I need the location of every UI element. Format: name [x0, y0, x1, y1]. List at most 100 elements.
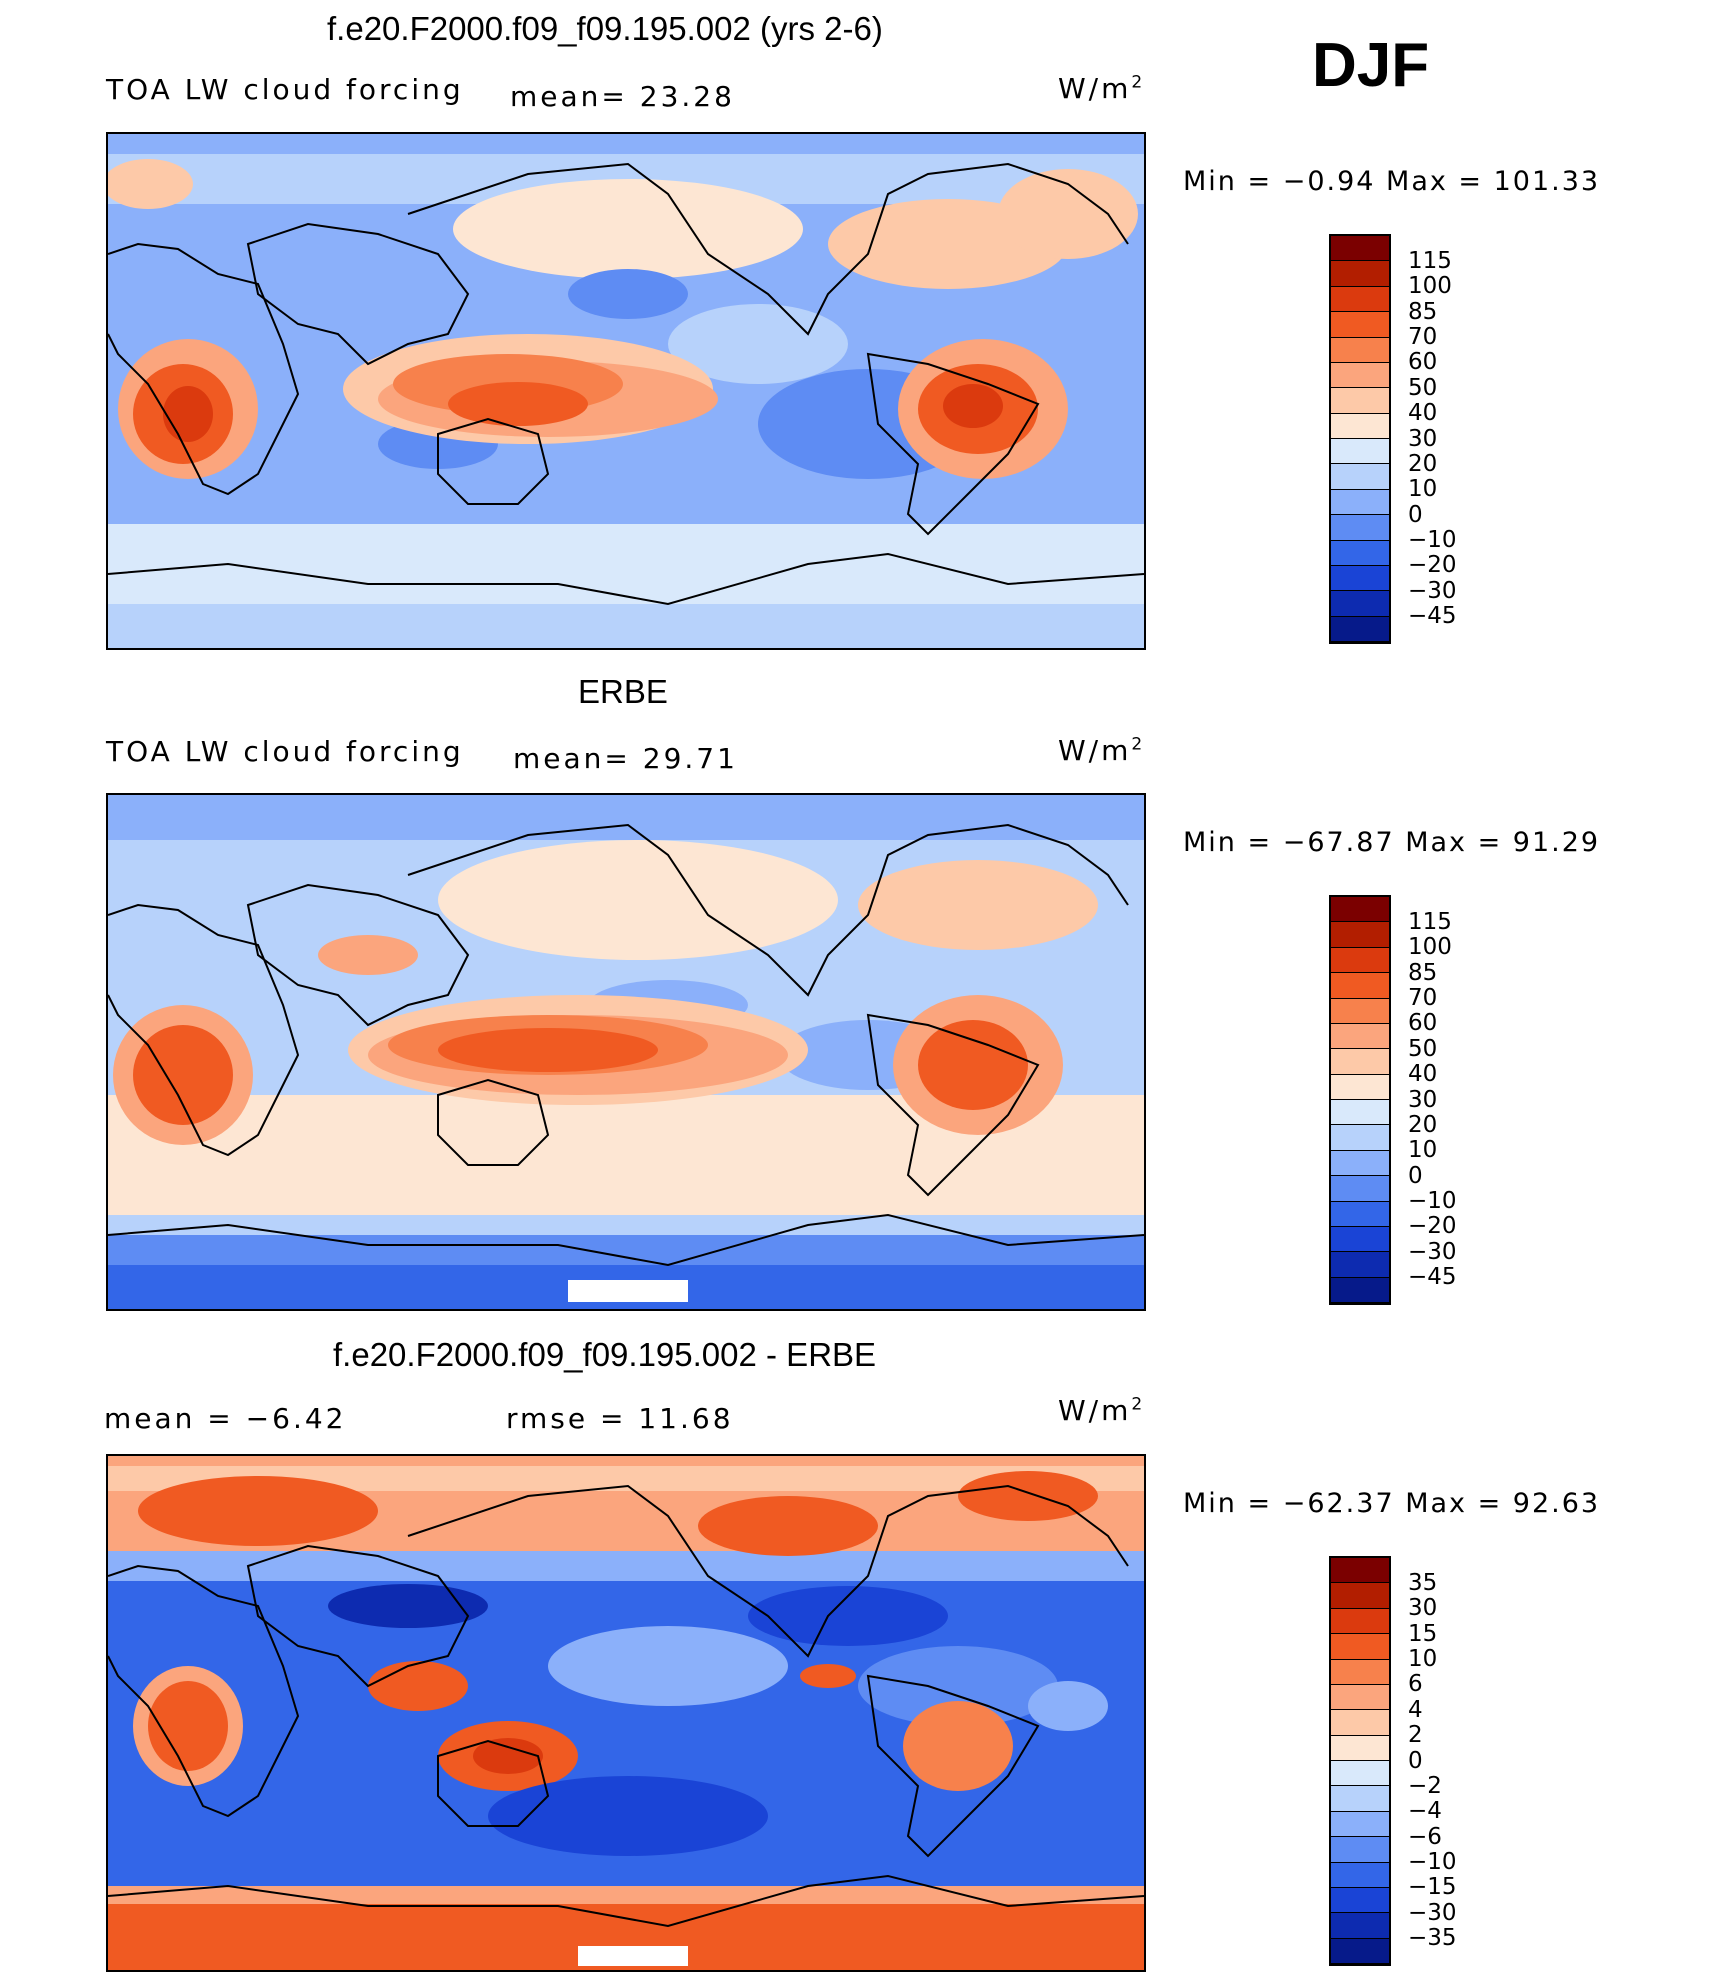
- colorbar-tick-label: 115: [1408, 247, 1452, 274]
- panel2-mean-label: mean= 29.71: [513, 742, 738, 775]
- colorbar-swatch: [1331, 616, 1389, 642]
- colorbar-swatch: [1331, 1710, 1389, 1736]
- colorbar-swatch: [1331, 1201, 1389, 1227]
- colorbar-tick-label: 35: [1408, 1569, 1438, 1596]
- colorbar-swatch: [1331, 1735, 1389, 1761]
- colorbar-tick-label: −10: [1408, 527, 1457, 553]
- panel2-minmax: Min = −67.87 Max = 91.29: [1183, 827, 1601, 858]
- colorbar-swatch: [1331, 312, 1389, 338]
- colorbar-swatch: [1331, 1226, 1389, 1253]
- colorbar-swatch: [1331, 1811, 1389, 1838]
- colorbar-swatch: [1331, 388, 1389, 414]
- season-label: DJF: [1312, 31, 1430, 100]
- panel1-units: W/m2: [1058, 72, 1146, 105]
- colorbar-tick-label: −20: [1408, 552, 1457, 579]
- colorbar-swatch: [1331, 1913, 1389, 1939]
- colorbar-swatch: [1331, 439, 1389, 465]
- colorbar-tick-label: 30: [1408, 1086, 1438, 1113]
- panel3-mean-label: mean = −6.42: [104, 1402, 347, 1435]
- colorbar-swatch: [1331, 286, 1389, 313]
- colorbar-swatch: [1331, 362, 1389, 389]
- panel1-field-label: TOA LW cloud forcing: [106, 73, 464, 106]
- colorbar-tick-label: −15: [1408, 1874, 1457, 1901]
- panel2-units: W/m2: [1058, 734, 1146, 767]
- colorbar-tick-label: 10: [1408, 1137, 1438, 1164]
- colorbar-tick-label: 100: [1408, 273, 1452, 300]
- colorbar-swatch: [1331, 1786, 1389, 1812]
- colorbar-swatch: [1331, 922, 1389, 948]
- panel1-minmax: Min = −0.94 Max = 101.33: [1183, 166, 1601, 197]
- colorbar-swatch: [1331, 1938, 1389, 1964]
- panel1-colorbar: [1329, 234, 1391, 644]
- panel3-rmse-label: rmse = 11.68: [506, 1402, 734, 1435]
- colorbar-tick-label: −35: [1408, 1925, 1457, 1952]
- colorbar-tick-label: 6: [1408, 1671, 1423, 1698]
- colorbar-tick-label: −6: [1408, 1823, 1442, 1850]
- colorbar-swatch: [1331, 489, 1389, 516]
- colorbar-tick-label: 60: [1408, 349, 1438, 376]
- colorbar-tick-label: 0: [1408, 501, 1423, 528]
- panel1-title: f.e20.F2000.f09_f09.195.002 (yrs 2-6): [327, 10, 883, 47]
- colorbar-tick-label: 100: [1408, 934, 1452, 961]
- colorbar-tick-label: 50: [1408, 1035, 1438, 1062]
- colorbar-tick-label: 15: [1408, 1620, 1438, 1647]
- colorbar-swatch: [1331, 1125, 1389, 1151]
- colorbar-swatch: [1331, 1659, 1389, 1685]
- colorbar-tick-label: 10: [1408, 476, 1438, 503]
- panel3-units: W/m2: [1058, 1394, 1146, 1427]
- colorbar-tick-label: 40: [1408, 1061, 1438, 1088]
- colorbar-tick-label: 115: [1408, 908, 1452, 935]
- colorbar-tick-label: 30: [1408, 1595, 1438, 1622]
- colorbar-tick-label: −4: [1408, 1798, 1442, 1825]
- colorbar-tick-label: −10: [1408, 1849, 1457, 1875]
- colorbar-swatch: [1331, 591, 1389, 617]
- colorbar-tick-label: 70: [1408, 985, 1438, 1011]
- colorbar-tick-label: 0: [1408, 1162, 1423, 1189]
- difference-map: [106, 1454, 1146, 1972]
- erbe-lw-cloud-forcing-map: [106, 793, 1146, 1311]
- colorbar-tick-label: 0: [1408, 1747, 1423, 1774]
- colorbar-swatch: [1331, 1049, 1389, 1075]
- colorbar-swatch: [1331, 261, 1389, 287]
- colorbar-tick-label: 20: [1408, 1111, 1438, 1138]
- colorbar-swatch: [1331, 897, 1389, 923]
- model-lw-cloud-forcing-map: [106, 132, 1146, 650]
- colorbar-swatch: [1331, 998, 1389, 1024]
- colorbar-tick-label: 20: [1408, 450, 1438, 477]
- colorbar-tick-label: 10: [1408, 1646, 1438, 1672]
- colorbar-swatch: [1331, 1100, 1389, 1126]
- panel3-colorbar: [1329, 1556, 1391, 1966]
- colorbar-tick-label: −10: [1408, 1188, 1457, 1214]
- panel2-field-label: TOA LW cloud forcing: [106, 735, 464, 768]
- colorbar-swatch: [1331, 1176, 1389, 1202]
- colorbar-tick-label: −30: [1408, 1899, 1457, 1926]
- colorbar-tick-label: 85: [1408, 298, 1438, 325]
- colorbar-tick-label: −30: [1408, 1238, 1457, 1265]
- panel3-minmax: Min = −62.37 Max = 92.63: [1183, 1488, 1601, 1519]
- colorbar-swatch: [1331, 464, 1389, 490]
- colorbar-tick-label: −20: [1408, 1213, 1457, 1240]
- colorbar-swatch: [1331, 1074, 1389, 1100]
- colorbar-tick-label: 4: [1408, 1696, 1423, 1723]
- colorbar-swatch: [1331, 947, 1389, 974]
- panel2-title: ERBE: [578, 673, 668, 710]
- colorbar-swatch: [1331, 1277, 1389, 1303]
- colorbar-swatch: [1331, 1634, 1389, 1660]
- colorbar-swatch: [1331, 565, 1389, 592]
- colorbar-swatch: [1331, 1862, 1389, 1888]
- colorbar-swatch: [1331, 1837, 1389, 1863]
- panel2-colorbar: [1329, 895, 1391, 1305]
- colorbar-swatch: [1331, 515, 1389, 541]
- colorbar-swatch: [1331, 1887, 1389, 1914]
- colorbar-tick-label: 2: [1408, 1722, 1423, 1749]
- colorbar-tick-label: −45: [1408, 603, 1457, 630]
- colorbar-tick-label: 70: [1408, 324, 1438, 350]
- colorbar-tick-label: −2: [1408, 1772, 1442, 1799]
- colorbar-swatch: [1331, 1023, 1389, 1050]
- colorbar-swatch: [1331, 1684, 1389, 1711]
- colorbar-swatch: [1331, 1761, 1389, 1787]
- colorbar-swatch: [1331, 337, 1389, 363]
- colorbar-tick-label: 60: [1408, 1010, 1438, 1037]
- colorbar-swatch: [1331, 1252, 1389, 1278]
- colorbar-swatch: [1331, 236, 1389, 262]
